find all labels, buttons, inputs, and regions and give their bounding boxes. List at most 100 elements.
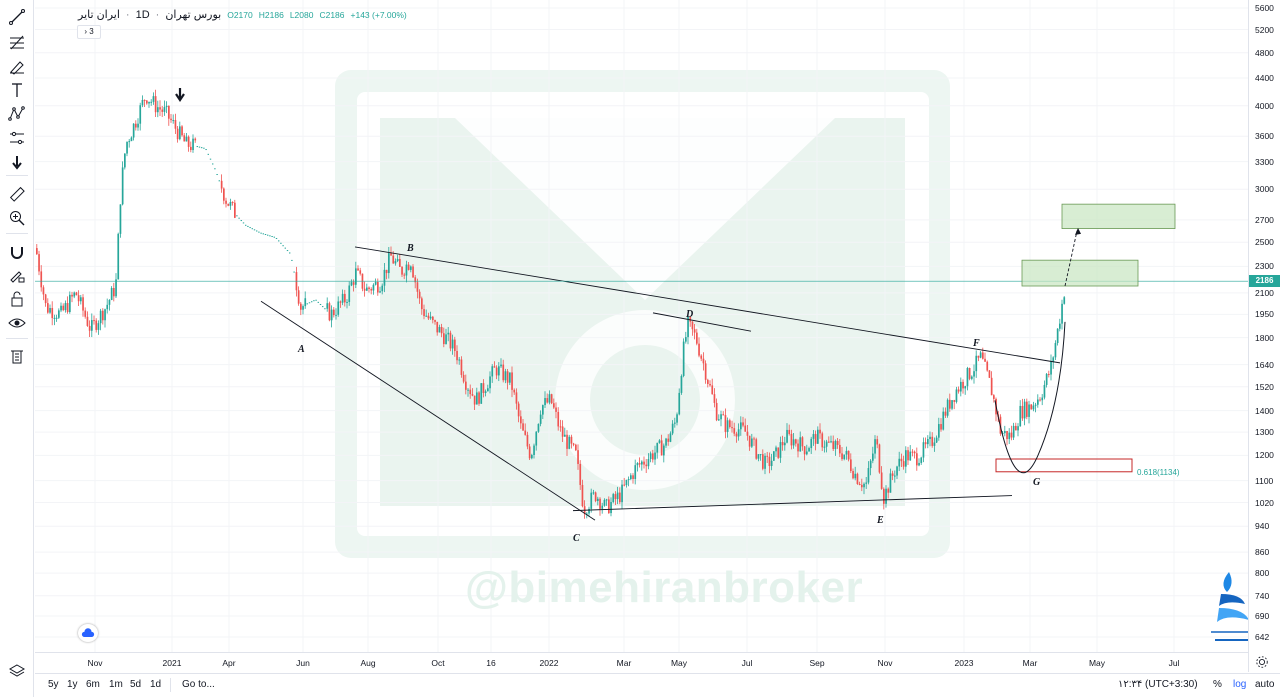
candle <box>687 316 689 338</box>
candle <box>185 136 188 142</box>
candle <box>561 426 564 437</box>
magnet-icon[interactable] <box>5 240 29 264</box>
indicators-toggle-button[interactable]: › 3 <box>77 25 101 39</box>
candle <box>256 230 258 232</box>
candle <box>1006 430 1008 440</box>
candle <box>779 442 782 458</box>
ruler-icon[interactable] <box>5 182 29 206</box>
fib-retracement-icon[interactable] <box>5 30 29 54</box>
lock-icon[interactable] <box>5 287 29 311</box>
candle <box>374 282 377 285</box>
candle <box>258 231 260 233</box>
candle <box>71 294 73 297</box>
time-tick: 2022 <box>539 658 559 668</box>
candle <box>643 461 645 465</box>
price-axis[interactable]: 5600 5200 4800 4400 4000 3600 3300 3000 2700 2500… <box>1248 0 1280 672</box>
time-axis[interactable]: Nov 2021 Apr Jun Aug Oct 16 2022 Mar May Jul Sep Nov… <box>35 652 1248 672</box>
candle <box>1059 323 1061 329</box>
range-6m-button[interactable]: 6m <box>86 679 100 690</box>
arrow-down-icon[interactable] <box>5 150 29 174</box>
candle <box>414 277 417 283</box>
candle <box>502 364 505 381</box>
candle <box>900 458 903 462</box>
brush-icon[interactable] <box>5 54 29 78</box>
candle <box>168 105 170 119</box>
candle <box>843 454 846 460</box>
candle <box>139 105 142 124</box>
text-icon[interactable] <box>5 78 29 102</box>
candle <box>73 292 76 297</box>
object-tree-icon[interactable] <box>8 662 26 680</box>
candle <box>1026 401 1028 417</box>
trend-line-icon[interactable] <box>5 5 29 29</box>
chart-settings-gear-icon[interactable] <box>1255 655 1271 671</box>
legend-high: H2186 <box>258 9 284 20</box>
candle <box>522 423 524 431</box>
chart-pane[interactable]: A B C D E F G 0.618(1134) @bimehiranbroker ایرا… <box>35 0 1248 672</box>
candle <box>216 174 218 176</box>
candle <box>966 368 969 387</box>
forecast-icon[interactable] <box>5 126 29 150</box>
go-to-button[interactable]: Go to... <box>182 679 215 690</box>
candle <box>1063 297 1066 304</box>
candle <box>817 429 819 444</box>
price-tick: 860 <box>1255 547 1270 558</box>
candle <box>473 395 476 405</box>
range-1y-button[interactable]: 1y <box>67 679 78 690</box>
candle <box>836 440 839 445</box>
price-tick: 2500 <box>1255 237 1274 248</box>
bottom-toolbar: 5y 1y 6m 1m 5d 1d Go to... ۱۲:۳۴ (UTC+3:… <box>35 673 1280 697</box>
candle <box>1008 432 1011 440</box>
candle <box>306 303 308 305</box>
candle <box>678 392 681 415</box>
timezone-clock[interactable]: ۱۲:۳۴ (UTC+3:30) <box>1118 679 1198 690</box>
candle <box>174 120 177 129</box>
candle <box>828 441 830 443</box>
candle <box>790 433 793 446</box>
candle <box>60 305 62 311</box>
candles <box>36 89 1066 519</box>
price-chart[interactable]: A B C D E F G 0.618(1134) <box>35 0 1248 652</box>
candle <box>700 355 703 359</box>
range-5y-button[interactable]: 5y <box>48 679 59 690</box>
candle <box>663 445 665 456</box>
eye-icon[interactable] <box>5 311 29 335</box>
candle <box>75 292 78 296</box>
range-1m-button[interactable]: 1m <box>109 679 123 690</box>
zoom-in-icon[interactable] <box>5 206 29 230</box>
range-1d-button[interactable]: 1d <box>150 679 162 690</box>
candle <box>97 323 100 330</box>
candle <box>526 434 529 447</box>
price-tick: 1950 <box>1255 309 1274 320</box>
candle <box>766 455 769 457</box>
candle <box>346 301 348 303</box>
candle <box>533 445 535 455</box>
candle <box>1030 404 1033 410</box>
candle <box>187 136 190 147</box>
candle <box>1054 343 1057 358</box>
candle <box>986 361 989 371</box>
candle <box>731 427 733 429</box>
range-5d-button[interactable]: 5d <box>130 679 142 690</box>
cloud-save-icon[interactable] <box>78 624 98 642</box>
log-scale-toggle[interactable]: log <box>1233 679 1247 690</box>
candle <box>949 399 951 409</box>
candle <box>284 247 286 249</box>
candle <box>537 423 540 432</box>
candle <box>209 158 212 160</box>
candle <box>627 479 630 481</box>
percent-scale-toggle[interactable]: % <box>1213 679 1222 690</box>
time-tick: Jul <box>741 658 753 668</box>
candle <box>161 109 164 112</box>
pattern-icon[interactable] <box>5 102 29 126</box>
lock-pencil-icon[interactable] <box>5 263 29 287</box>
candle <box>911 451 914 453</box>
symbol-legend[interactable]: ایران تایر · 1D · بورس تهران O2170 H2186… <box>78 8 407 22</box>
legend-symbol: ایران تایر <box>78 9 120 21</box>
candle <box>427 315 430 319</box>
candle <box>91 320 93 331</box>
auto-scale-toggle[interactable]: auto <box>1255 679 1275 690</box>
trash-icon[interactable] <box>5 344 29 368</box>
candle <box>286 250 289 252</box>
candle <box>1052 357 1055 362</box>
